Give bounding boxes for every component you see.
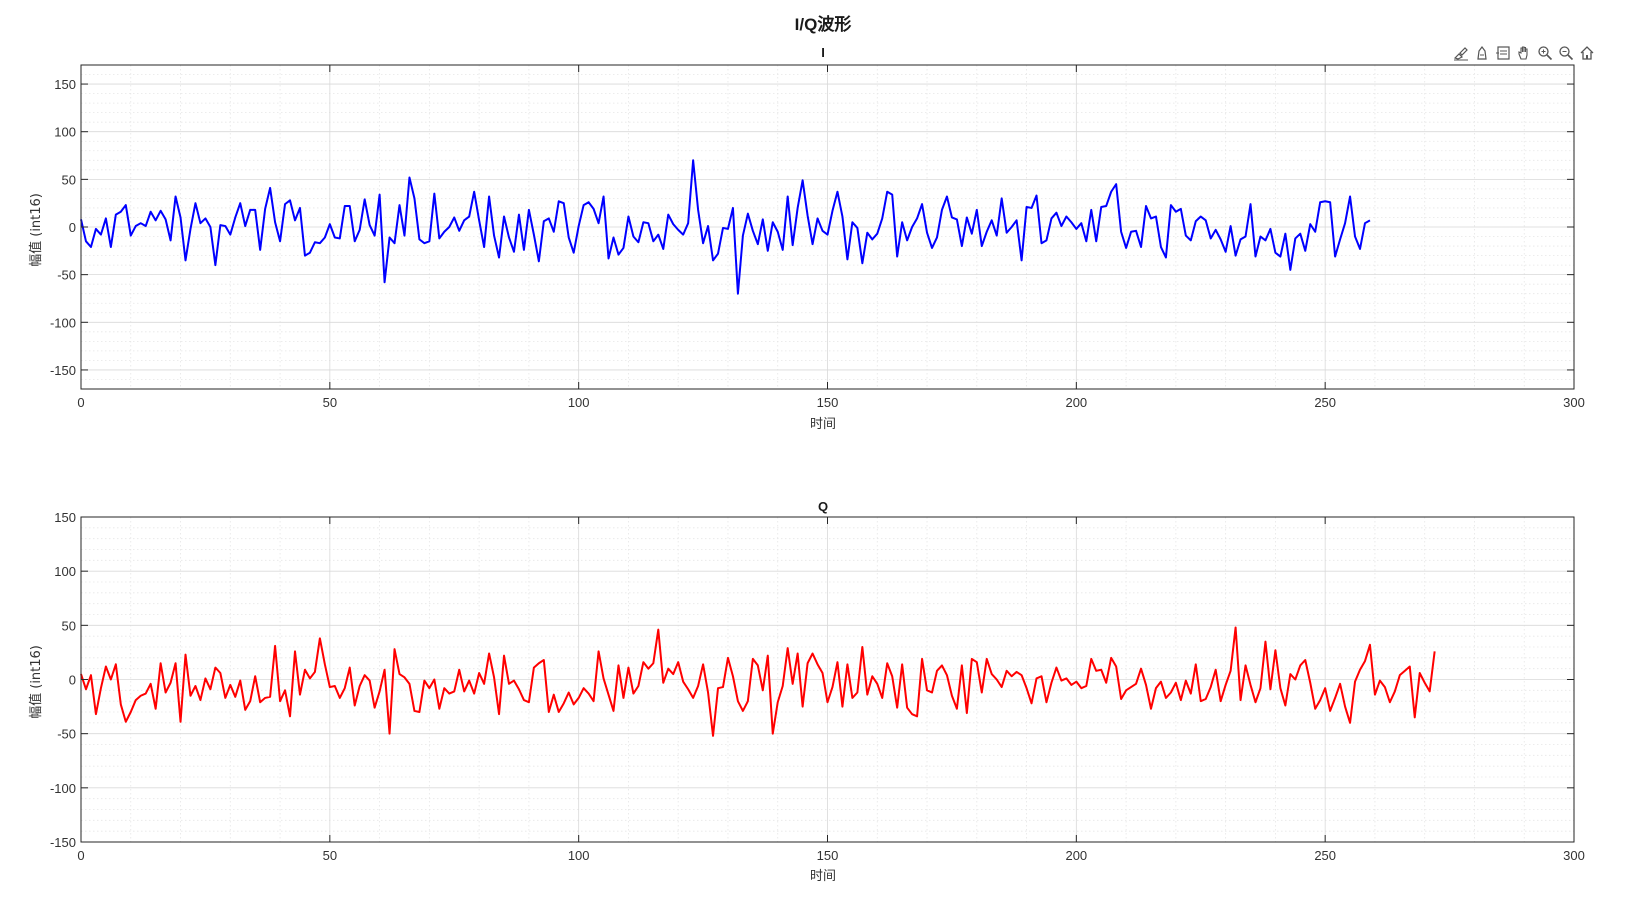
i-x-tick-label: 150 [817, 395, 839, 410]
i-y-tick-label: 150 [54, 77, 76, 92]
figure-title: I/Q波形 [795, 14, 852, 34]
brush-icon [1453, 47, 1468, 61]
q-y-tick-label: 50 [62, 618, 76, 633]
i-x-tick-label: 0 [77, 395, 84, 410]
data-brush-button[interactable] [1452, 44, 1470, 62]
home-icon [1580, 46, 1594, 60]
q-x-tick-label: 50 [323, 848, 337, 863]
q-axes-ylabel: 幅值 (int16) [28, 645, 44, 719]
zoom-out-icon [1559, 46, 1574, 61]
restore-view-button[interactable] [1494, 44, 1512, 62]
q-y-tick-label: 100 [54, 564, 76, 579]
q-series-line [80, 626, 1436, 737]
i-y-tick-label: -150 [50, 363, 76, 378]
i-series-line [80, 159, 1371, 295]
i-y-tick-label: 0 [69, 220, 76, 235]
i-x-tick-label: 250 [1314, 395, 1336, 410]
q-x-tick-label: 100 [568, 848, 590, 863]
i-x-tick-label: 300 [1563, 395, 1585, 410]
data-tip-button[interactable] [1473, 44, 1491, 62]
i-x-tick-label: 50 [323, 395, 337, 410]
i-y-tick-label: 100 [54, 125, 76, 140]
zoom-out-button[interactable] [1557, 44, 1575, 62]
i-y-tick-label: 50 [62, 172, 76, 187]
i-x-tick-label: 100 [568, 395, 590, 410]
i-y-tick-label: -50 [57, 268, 76, 283]
q-axes-xlabel: 时间 [810, 869, 836, 884]
q-axes-title: Q [818, 499, 828, 514]
pan-button[interactable] [1515, 44, 1533, 62]
i-x-tick-label: 200 [1065, 395, 1087, 410]
q-x-tick-label: 250 [1314, 848, 1336, 863]
q-y-tick-label: -100 [50, 781, 76, 796]
q-x-tick-label: 150 [817, 848, 839, 863]
datatip-icon [1477, 46, 1487, 60]
q-y-tick-label: -50 [57, 727, 76, 742]
i-waveform-axes[interactable]: 0 50 100 150 200 250 300 -150 -100 -50 0 50 100 150 I… [28, 45, 1585, 432]
i-axes-ylabel: 幅值 (int16) [28, 193, 44, 267]
pan-hand-icon [1518, 46, 1528, 60]
home-button[interactable] [1578, 44, 1596, 62]
q-y-tick-label: 0 [69, 673, 76, 688]
q-y-tick-label: 150 [54, 510, 76, 525]
zoom-in-icon [1538, 46, 1553, 61]
q-x-tick-label: 200 [1065, 848, 1087, 863]
axes-toolbar [1452, 44, 1596, 64]
i-y-tick-label: -100 [50, 315, 76, 330]
zoom-in-button[interactable] [1536, 44, 1554, 62]
q-y-tick-label: -150 [50, 835, 76, 850]
q-x-tick-label: 0 [77, 848, 84, 863]
i-axes-title: I [821, 45, 825, 60]
i-axes-xlabel: 时间 [810, 417, 836, 432]
restore-view-icon [1496, 46, 1510, 60]
q-x-tick-label: 300 [1563, 848, 1585, 863]
q-waveform-axes[interactable]: 0 50 100 150 200 250 300 -150 -100 -50 0 50 100 150 Q… [28, 499, 1585, 884]
